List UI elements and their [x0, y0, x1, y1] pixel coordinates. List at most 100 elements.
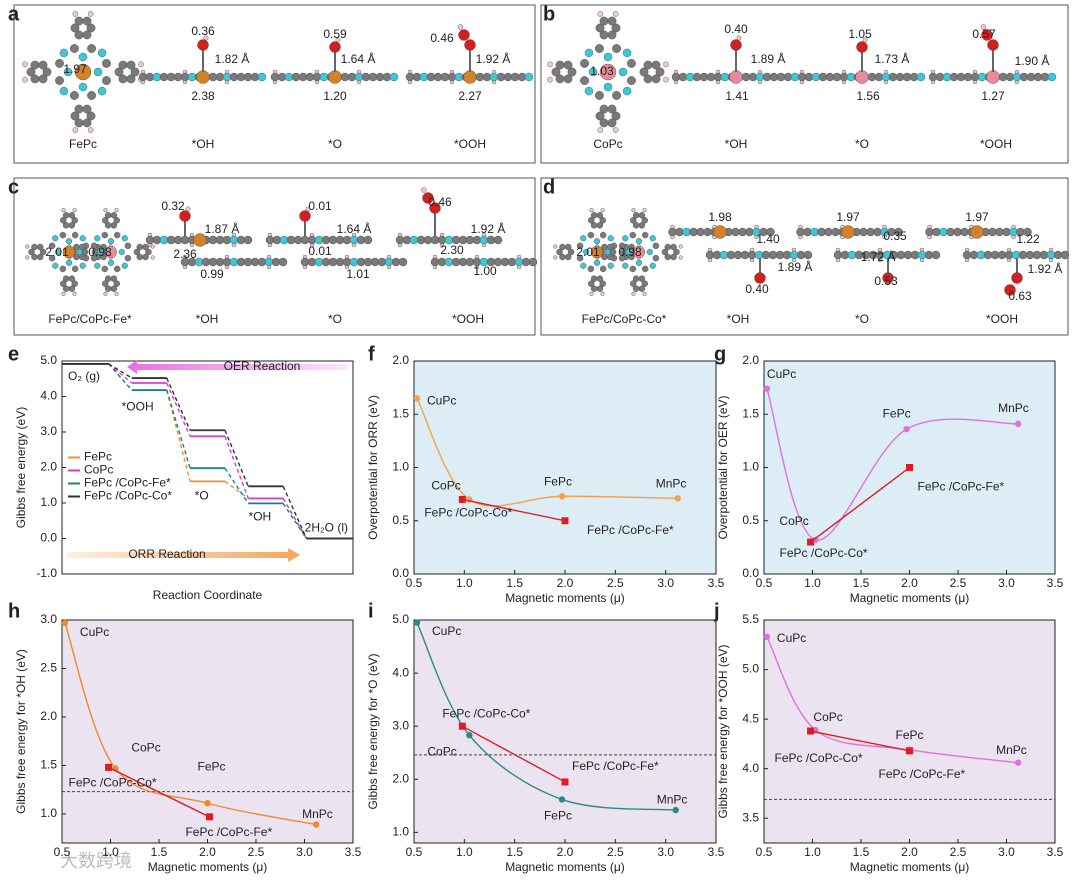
- atom: [71, 265, 79, 273]
- point-label: CoPc: [779, 514, 808, 528]
- atom: [264, 257, 274, 267]
- point-label: CuPc: [432, 624, 461, 638]
- atom: [74, 63, 92, 81]
- atom: [104, 285, 112, 292]
- atom: [457, 24, 464, 30]
- atom: [62, 245, 76, 259]
- atom: [796, 227, 805, 237]
- atom: [78, 82, 88, 92]
- atom: [26, 67, 36, 77]
- atom: [633, 246, 645, 258]
- atom: [595, 44, 604, 53]
- atom: [678, 255, 683, 260]
- atom: [1011, 272, 1023, 284]
- atom: [68, 222, 76, 229]
- atom: [479, 235, 489, 245]
- connector: [282, 498, 308, 539]
- atom: [419, 72, 429, 82]
- atom: [42, 67, 52, 77]
- y-tick-label: -1.0: [36, 566, 57, 580]
- point: [205, 813, 213, 821]
- series-line: [64, 622, 317, 826]
- atom: [305, 72, 315, 82]
- structure-label: 1.64 Å: [337, 221, 372, 236]
- state-label: O₂ (g): [68, 369, 100, 383]
- structure-label: 0.98: [618, 245, 642, 259]
- atom: [839, 72, 849, 82]
- structure-label: 0.98: [88, 245, 112, 259]
- atom: [107, 238, 115, 245]
- atom: [825, 72, 835, 82]
- y-tick-label: 2.0: [40, 709, 57, 723]
- atom: [1005, 72, 1015, 82]
- structure-name: *OH: [727, 312, 750, 326]
- atom: [987, 39, 999, 51]
- atom: [70, 111, 80, 121]
- atom: [606, 243, 614, 251]
- x-axis-label: Reaction Coordinate: [153, 588, 263, 602]
- structure-label: 1.97: [63, 62, 87, 76]
- structure-name: FePc: [69, 137, 97, 151]
- atom: [145, 248, 152, 256]
- structure-label: 0.59: [323, 27, 347, 41]
- atom: [611, 23, 621, 33]
- atom: [78, 52, 88, 62]
- atom: [720, 72, 730, 82]
- atom: [678, 244, 683, 249]
- atom: [902, 72, 912, 82]
- series-line: [108, 766, 210, 818]
- point-label: FePc /CoPc-Co*: [775, 751, 863, 765]
- atom: [286, 235, 296, 245]
- atom: [612, 91, 621, 100]
- point: [903, 425, 910, 433]
- panel-letter: e: [8, 343, 19, 365]
- atom: [429, 202, 441, 214]
- atom: [643, 74, 653, 84]
- panel-letter: h: [8, 600, 20, 622]
- point-label: CuPc: [767, 367, 796, 381]
- atom: [768, 250, 778, 260]
- point-label: FePc /CoPc-Co*: [424, 506, 512, 520]
- atom: [354, 72, 364, 82]
- atom: [587, 231, 595, 239]
- atom: [203, 35, 209, 41]
- atom: [389, 72, 399, 82]
- y-tick-label: 2.5: [40, 661, 57, 675]
- atom: [52, 262, 59, 269]
- atom: [629, 231, 637, 239]
- point-label: FePc /CoPc-Fe*: [587, 523, 674, 537]
- atom: [664, 243, 672, 251]
- panel-letter: g: [714, 343, 726, 365]
- atom: [101, 265, 109, 273]
- structure-name: FePc/CoPc-Co*: [582, 312, 667, 326]
- structure-label: 0.32: [161, 199, 185, 213]
- y-axis-label: Overpotential for OER (eV): [716, 395, 730, 539]
- y-tick-label: 1.0: [742, 460, 759, 474]
- atom: [587, 265, 595, 273]
- atom: [580, 59, 589, 68]
- atom: [976, 250, 986, 260]
- y-axis-label: Gibbs free energy for *OOH (eV): [716, 644, 730, 818]
- connector: [282, 486, 308, 539]
- y-tick-label: 4.5: [742, 711, 759, 725]
- atom: [924, 250, 934, 260]
- series-line: [461, 725, 566, 783]
- atom: [377, 257, 387, 267]
- atom: [74, 104, 84, 114]
- y-tick-label: 1.0: [392, 825, 409, 839]
- atom: [55, 76, 64, 85]
- atom: [738, 227, 747, 237]
- atom: [463, 70, 477, 84]
- y-tick-label: 3.0: [392, 718, 409, 732]
- atom: [464, 39, 476, 51]
- state-label: *OH: [249, 510, 272, 524]
- structure-label: 0.53: [874, 274, 898, 288]
- structure-name: *OH: [192, 137, 215, 151]
- atom: [547, 61, 553, 68]
- structure-label: 1.00: [473, 264, 497, 278]
- atom: [730, 39, 742, 51]
- x-tick-label: 1.5: [853, 576, 870, 590]
- atom: [789, 250, 799, 260]
- point-label: MnPc: [998, 401, 1029, 415]
- point-label: FePc /CoPc-Fe*: [185, 825, 272, 839]
